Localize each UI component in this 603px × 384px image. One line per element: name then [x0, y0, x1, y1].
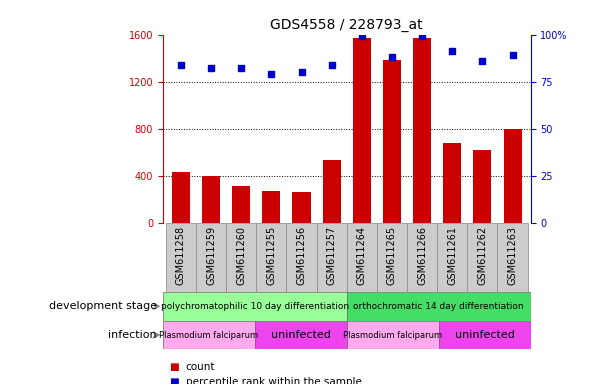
Text: GSM611260: GSM611260: [236, 226, 246, 285]
Bar: [473, 150, 491, 223]
Bar: [163, 321, 254, 349]
Bar: [383, 60, 401, 223]
Text: uninfected: uninfected: [271, 330, 330, 340]
Title: GDS4558 / 228793_at: GDS4558 / 228793_at: [270, 18, 423, 32]
Text: Plasmodium falciparum: Plasmodium falciparum: [343, 331, 442, 339]
Text: infection: infection: [108, 330, 157, 340]
Bar: [226, 223, 256, 292]
Bar: [256, 223, 286, 292]
Point: [206, 65, 216, 71]
Bar: [232, 186, 250, 223]
Text: GSM611265: GSM611265: [387, 226, 397, 285]
Text: GSM611263: GSM611263: [508, 226, 517, 285]
Text: Plasmodium falciparum: Plasmodium falciparum: [159, 331, 258, 339]
Text: GSM611262: GSM611262: [478, 226, 487, 285]
Text: GSM611259: GSM611259: [206, 226, 216, 285]
Text: polychromatophilic 10 day differentiation: polychromatophilic 10 day differentiatio…: [161, 302, 349, 311]
Point: [267, 71, 276, 77]
Text: GSM611257: GSM611257: [327, 226, 336, 285]
Bar: [196, 223, 226, 292]
Text: GSM611258: GSM611258: [176, 226, 186, 285]
Bar: [437, 223, 467, 292]
Point: [387, 54, 397, 60]
Point: [297, 69, 306, 75]
Bar: [497, 223, 528, 292]
Text: orthochromatic 14 day differentiation: orthochromatic 14 day differentiation: [353, 302, 524, 311]
Text: GSM611264: GSM611264: [357, 226, 367, 285]
Bar: [438, 321, 531, 349]
Point: [447, 48, 457, 55]
Bar: [504, 129, 522, 223]
Text: GSM611261: GSM611261: [447, 226, 457, 285]
Text: development stage: development stage: [49, 301, 157, 311]
Text: uninfected: uninfected: [455, 330, 514, 340]
Bar: [166, 223, 196, 292]
Text: percentile rank within the sample: percentile rank within the sample: [186, 377, 362, 384]
Bar: [286, 223, 317, 292]
Text: count: count: [186, 362, 215, 372]
Bar: [292, 192, 311, 223]
Bar: [347, 223, 377, 292]
Bar: [347, 321, 438, 349]
Text: GSM611266: GSM611266: [417, 226, 427, 285]
Text: ■: ■: [169, 377, 178, 384]
Bar: [377, 223, 407, 292]
Bar: [202, 176, 220, 223]
Bar: [172, 172, 190, 223]
Bar: [347, 292, 531, 321]
Bar: [413, 38, 431, 223]
Text: GSM611256: GSM611256: [297, 226, 306, 285]
Bar: [163, 292, 347, 321]
Bar: [467, 223, 497, 292]
Bar: [323, 161, 341, 223]
Point: [508, 52, 517, 58]
Point: [176, 61, 186, 68]
Bar: [262, 191, 280, 223]
Point: [327, 61, 336, 68]
Point: [417, 33, 427, 40]
Point: [478, 58, 487, 64]
Bar: [317, 223, 347, 292]
Text: ■: ■: [169, 362, 178, 372]
Bar: [407, 223, 437, 292]
Bar: [353, 38, 371, 223]
Text: GSM611255: GSM611255: [267, 226, 276, 285]
Bar: [443, 143, 461, 223]
Bar: [254, 321, 347, 349]
Point: [357, 33, 367, 40]
Point: [236, 65, 246, 71]
